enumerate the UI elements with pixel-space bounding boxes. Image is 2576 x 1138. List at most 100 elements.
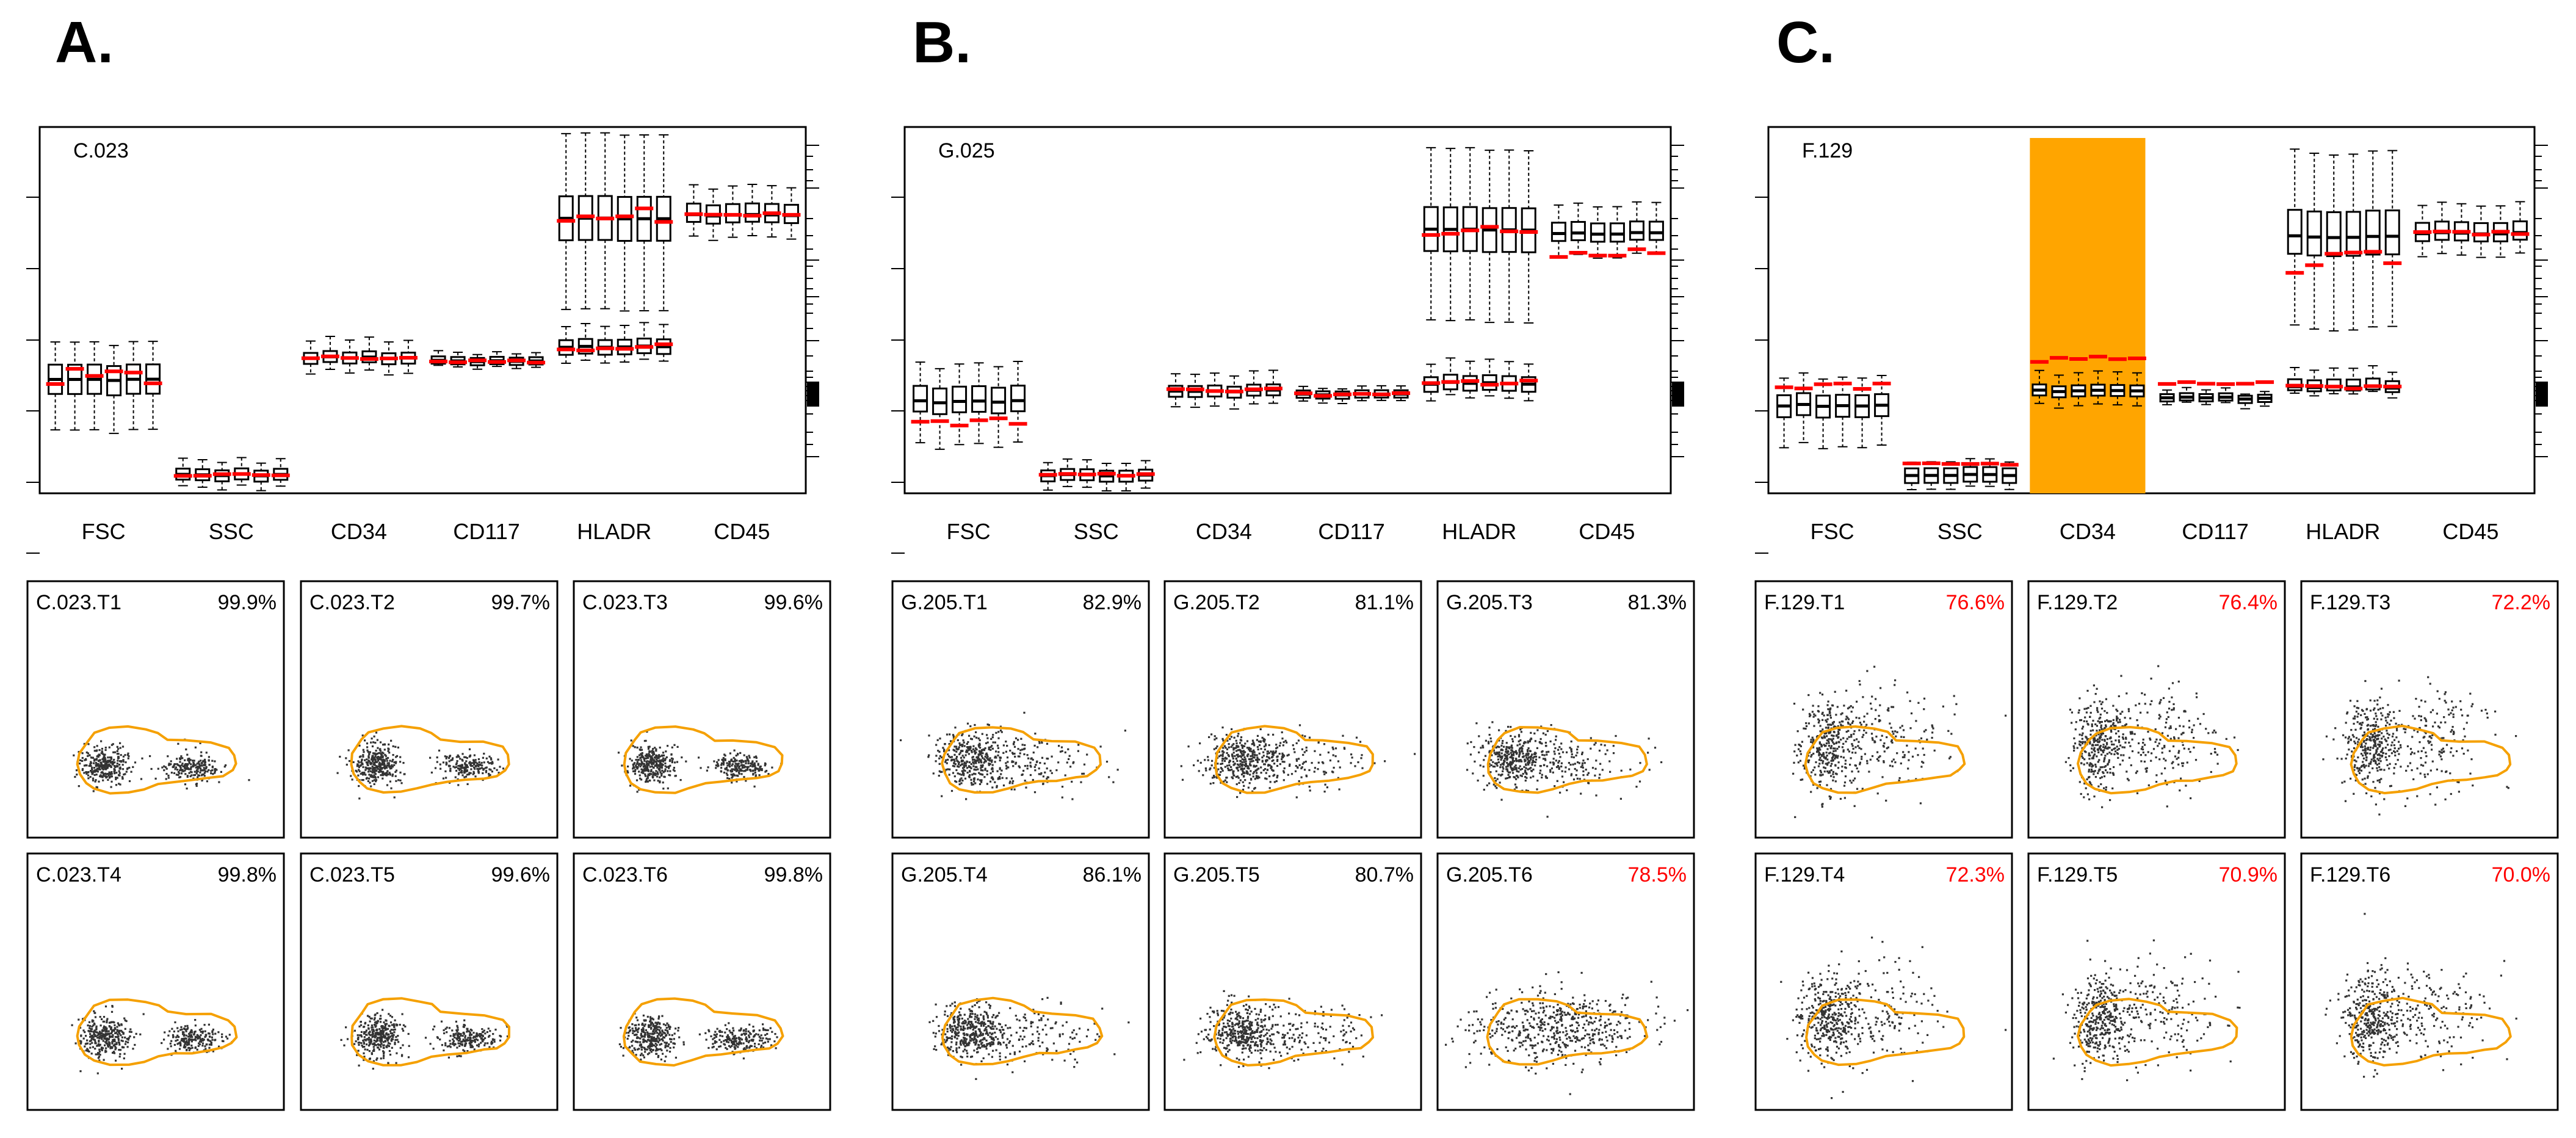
event-dot	[97, 763, 99, 765]
event-dot	[194, 774, 197, 776]
event-dot	[966, 749, 968, 752]
event-dot	[656, 758, 658, 761]
scatter-label: G.205.T1	[901, 591, 988, 614]
event-dot	[657, 760, 660, 763]
event-dot	[668, 1051, 671, 1053]
event-dot	[186, 765, 189, 767]
event-dot	[1199, 742, 1201, 745]
event-dot	[373, 767, 375, 770]
event-dot	[186, 1024, 189, 1027]
event-dot	[724, 767, 726, 770]
event-dot	[620, 1027, 622, 1029]
event-dot	[1005, 750, 1007, 753]
event-dot	[430, 771, 433, 774]
event-dot	[477, 772, 480, 774]
event-dot	[114, 1035, 117, 1038]
event-dot	[462, 1026, 465, 1028]
event-dot	[711, 1046, 714, 1049]
event-dot	[970, 738, 972, 740]
event-dot	[939, 770, 942, 774]
event-dot	[662, 760, 664, 763]
event-dot	[184, 766, 186, 768]
event-dot	[977, 778, 979, 781]
event-dot	[654, 764, 656, 767]
event-dot	[190, 767, 192, 769]
event-dot	[89, 776, 92, 778]
event-dot	[1055, 769, 1058, 772]
event-dot	[119, 760, 121, 763]
event-dot	[747, 762, 750, 764]
event-dot	[651, 1017, 654, 1020]
event-dot	[742, 1042, 745, 1045]
event-dot	[1007, 761, 1009, 763]
event-dot	[103, 756, 105, 759]
event-dot	[986, 756, 988, 759]
event-dot	[402, 762, 405, 764]
event-dot	[980, 779, 983, 781]
scatter-panel-c-023-t1: C.023.T1 99.9%	[26, 580, 285, 839]
event-dot	[667, 1032, 669, 1034]
event-dot	[366, 749, 369, 752]
event-dot	[376, 1021, 378, 1024]
event-dot	[105, 1037, 108, 1040]
event-dot	[115, 777, 117, 779]
event-dot	[980, 773, 983, 775]
event-dot	[172, 766, 174, 769]
box-iqr	[2345, 211, 2361, 257]
event-dot	[101, 1034, 103, 1037]
event-dot	[962, 771, 964, 774]
event-dot	[667, 1045, 670, 1048]
event-dot	[1334, 755, 1337, 758]
event-dot	[370, 774, 372, 777]
event-dot	[632, 766, 635, 768]
event-dot	[180, 757, 183, 759]
event-dot	[391, 774, 394, 776]
event-dot	[197, 761, 200, 764]
event-dot	[385, 1023, 388, 1025]
event-dot	[202, 759, 204, 762]
event-dot	[968, 776, 971, 778]
event-dot	[374, 772, 376, 774]
event-dot	[186, 1042, 189, 1044]
event-dot	[1302, 753, 1304, 756]
event-dot	[705, 1038, 707, 1041]
event-dot	[652, 1049, 654, 1051]
event-dot	[93, 1012, 96, 1014]
event-dot	[457, 784, 460, 786]
event-dot	[652, 1032, 654, 1035]
event-dot	[938, 775, 940, 777]
event-dot	[98, 1037, 101, 1040]
event-dot	[184, 1046, 187, 1048]
event-dot	[205, 752, 208, 754]
event-dot	[1032, 758, 1034, 761]
event-dot	[1010, 788, 1013, 791]
event-dot	[723, 1043, 726, 1046]
event-dot	[180, 772, 183, 775]
event-dot	[368, 753, 371, 756]
event-dot	[379, 758, 382, 760]
event-dot	[766, 1032, 769, 1035]
event-dot	[175, 1049, 177, 1052]
event-dot	[403, 773, 406, 775]
event-dot	[379, 741, 382, 744]
event-dot	[362, 766, 364, 769]
event-dot	[97, 756, 99, 758]
event-dot	[997, 747, 999, 749]
event-dot	[712, 1038, 714, 1040]
event-dot	[89, 1024, 91, 1027]
event-dot	[368, 1058, 371, 1060]
event-dot	[1271, 769, 1273, 771]
event-dot	[90, 770, 92, 772]
event-dot	[641, 761, 643, 764]
event-dot	[1232, 772, 1234, 775]
event-dot	[395, 1035, 397, 1038]
event-dot	[1251, 753, 1254, 756]
event-dot	[1249, 774, 1251, 776]
event-dot	[110, 771, 113, 774]
event-dot	[112, 743, 114, 745]
event-dot	[955, 758, 958, 760]
event-dot	[769, 1038, 771, 1040]
event-dot	[91, 756, 93, 759]
event-dot	[751, 761, 754, 764]
event-dot	[1276, 776, 1278, 778]
